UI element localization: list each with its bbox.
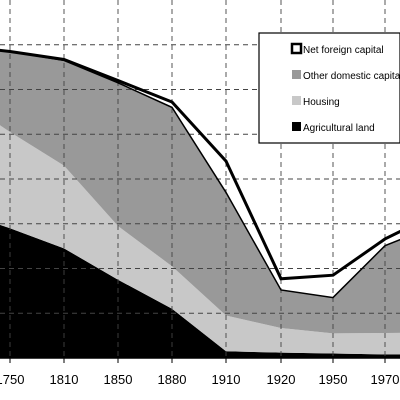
- legend-label-other-domestic-capital: Other domestic capital: [303, 71, 400, 82]
- x-tick-label: 1750: [0, 372, 24, 387]
- x-tick-label: 1910: [212, 372, 241, 387]
- legend-swatch-other-domestic-capital: [292, 70, 301, 79]
- total-outline: [0, 48, 400, 299]
- x-tick-label: 1970: [371, 372, 400, 387]
- x-tick-label: 1950: [319, 372, 348, 387]
- grid-lines: [0, 0, 400, 358]
- area-housing: [0, 125, 400, 355]
- legend-label-net-foreign-capital: Net foreign capital: [303, 45, 384, 56]
- legend-box: [258, 32, 400, 144]
- area-agricultural-land: [0, 224, 400, 358]
- domestic-wealth-line: [0, 49, 400, 299]
- x-tick-label: 1850: [104, 372, 133, 387]
- legend-label-housing: Housing: [303, 97, 340, 108]
- legend-swatch-agricultural-land: [292, 122, 301, 131]
- legend-label-agricultural-land: Agricultural land: [303, 123, 375, 134]
- x-tick-label: 1880: [158, 372, 187, 387]
- legend: Net foreign capital Other domestic capita…: [258, 32, 400, 144]
- area-other-domestic-capital: [0, 50, 400, 334]
- x-tick-label: 1810: [50, 372, 79, 387]
- axes: [0, 357, 400, 363]
- x-tick-label: 1920: [267, 372, 296, 387]
- x-tick-labels: 1750 1810 1850 1880 1910 1920 1950 1970: [0, 372, 399, 387]
- legend-swatch-housing: [292, 96, 301, 105]
- area-layers: [0, 50, 400, 358]
- legend-swatch-net-foreign-capital: [290, 42, 303, 55]
